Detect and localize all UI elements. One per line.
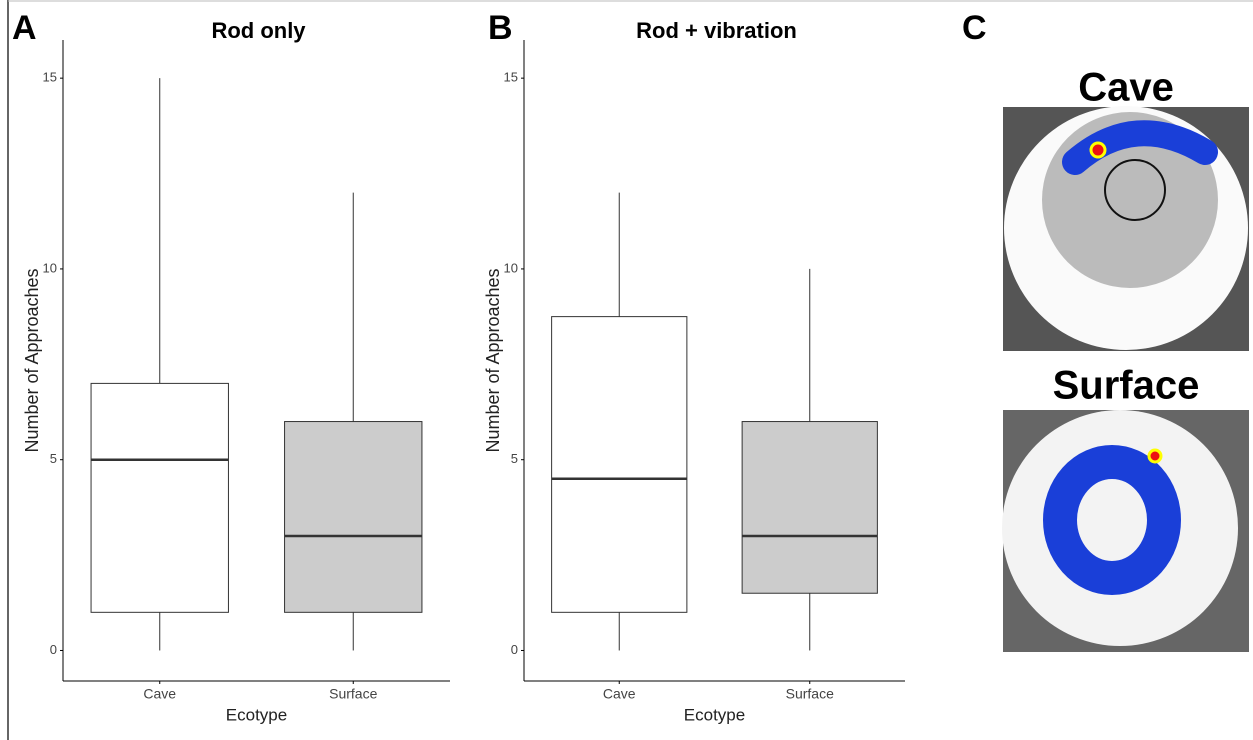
y-tick-label: 15	[43, 70, 57, 85]
x-axis-label: Ecotype	[226, 705, 287, 724]
y-tick-label: 5	[511, 451, 518, 466]
chart-title: Rod + vibration	[636, 18, 797, 43]
y-tick-label: 10	[43, 260, 57, 275]
panel-letter: B	[488, 9, 513, 47]
y-tick-label: 10	[504, 260, 518, 275]
heatmap	[1043, 445, 1181, 595]
x-tick-label: Surface	[329, 686, 377, 702]
x-tick-label: Cave	[603, 686, 636, 702]
y-tick-label: 0	[511, 642, 518, 657]
arena	[1104, 159, 1166, 221]
y-tick-label: 5	[50, 451, 57, 466]
image-label: Cave	[1078, 66, 1174, 110]
y-tick-label: 15	[504, 70, 518, 85]
y-axis-label: Number of Approaches	[483, 268, 503, 452]
x-axis-label: Ecotype	[684, 705, 745, 724]
box	[741, 421, 878, 594]
x-tick-label: Surface	[786, 686, 834, 702]
heatmap	[1062, 120, 1218, 175]
box	[90, 382, 229, 613]
panel-letter: A	[12, 9, 37, 47]
x-tick-label: Cave	[143, 686, 176, 702]
chart-title: Rod only	[211, 18, 306, 43]
y-tick-label: 0	[50, 642, 57, 657]
arena	[1002, 410, 1238, 646]
y-axis-label: Number of Approaches	[22, 268, 42, 452]
box	[551, 316, 688, 613]
heatmap	[1147, 448, 1163, 464]
image-label: Surface	[1053, 364, 1200, 408]
box	[284, 421, 423, 613]
heatmap	[1089, 141, 1107, 159]
panel-c: Cave Surface	[1002, 66, 1249, 652]
panel-letter: C	[962, 9, 987, 47]
